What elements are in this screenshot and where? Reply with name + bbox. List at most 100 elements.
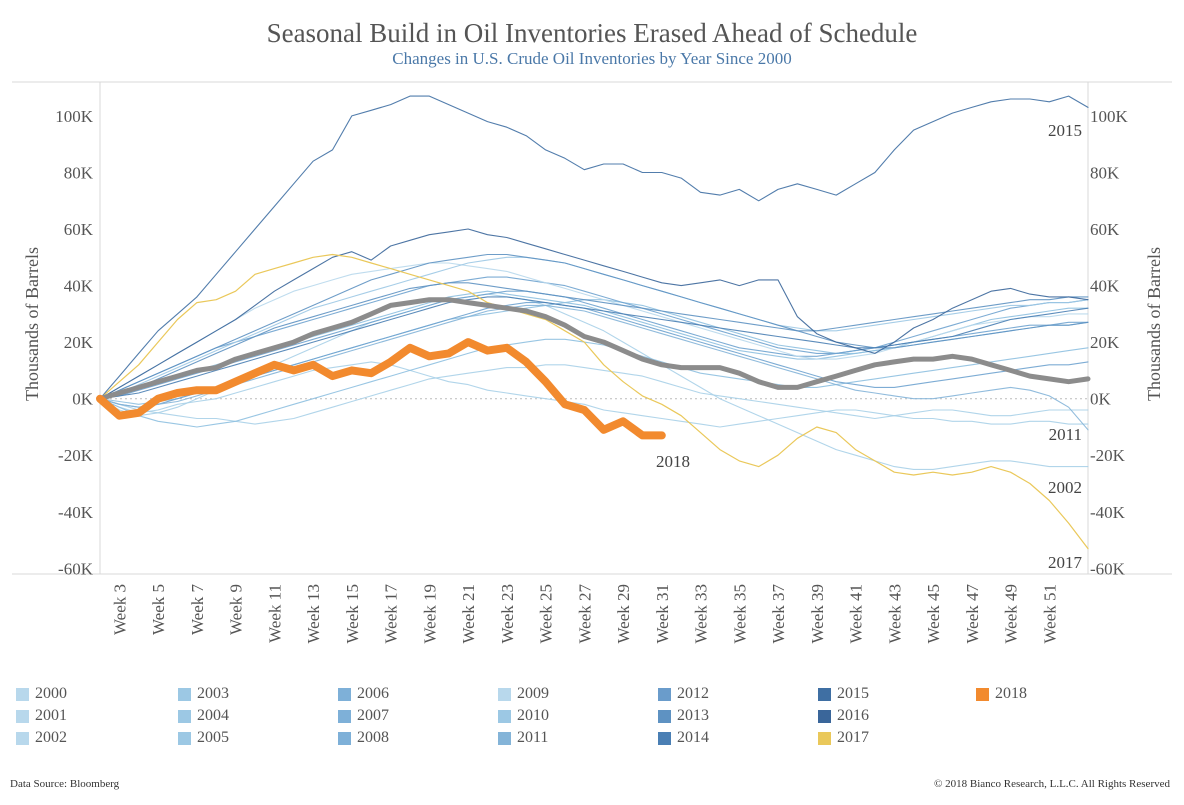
x-tick-label: Week 31 <box>653 584 672 644</box>
legend-label: 2015 <box>837 685 869 702</box>
y-tick-label-left: 80K <box>64 163 94 182</box>
y-tick-label-right: -20K <box>1090 446 1126 465</box>
legend-item-2015: 2015 <box>818 684 869 704</box>
legend-swatch <box>818 709 831 723</box>
x-tick-label: Week 29 <box>614 584 633 644</box>
series-line-2017 <box>99 253 1089 550</box>
legend-swatch <box>658 731 671 745</box>
legend-item-2003: 2003 <box>178 684 229 704</box>
series-line-2002 <box>99 293 1089 470</box>
legend-label: 2007 <box>357 707 389 724</box>
legend-swatch <box>178 709 191 723</box>
x-tick-label: Week 49 <box>1002 584 1021 644</box>
x-tick-label: Week 13 <box>304 584 323 644</box>
legend-label: 2012 <box>677 685 709 702</box>
y-tick-label-right: -60K <box>1090 559 1126 578</box>
legend-swatch <box>178 731 191 745</box>
series-end-label-2018: 2018 <box>656 452 690 471</box>
label-layer: 2002 2011 2015 2017 2018 <box>656 121 1083 572</box>
y-tick-label-right: 80K <box>1090 163 1120 182</box>
y-tick-label-left: -40K <box>58 503 94 522</box>
x-tick-label: Week 23 <box>498 584 517 644</box>
y-axis-label-right: Thousands of Barrels <box>1144 247 1164 401</box>
y-tick-label-left: 20K <box>64 333 94 352</box>
legend-item-2014: 2014 <box>658 728 709 748</box>
x-tick-label: Week 3 <box>110 584 129 635</box>
series-line-2001 <box>99 364 1089 425</box>
legend-item-2004: 2004 <box>178 706 229 726</box>
y-tick-label-right: 100K <box>1090 107 1129 126</box>
legend: 2000 2001 2002 2003 2004 2005 2006 2007 2008 2009… <box>0 684 1184 754</box>
legend-label: 2001 <box>35 707 67 724</box>
y-tick-label-left: 100K <box>55 107 94 126</box>
legend-label: 2018 <box>995 685 1027 702</box>
x-tick-label: Week 27 <box>575 584 594 644</box>
y-axis-label-left: Thousands of Barrels <box>22 247 42 401</box>
legend-swatch <box>16 687 29 701</box>
y-tick-label-left: -60K <box>58 559 94 578</box>
legend-label: 2016 <box>837 707 869 724</box>
legend-swatch <box>976 687 989 701</box>
legend-label: 2003 <box>197 685 229 702</box>
series-line-2014 <box>99 296 1089 400</box>
x-tick-label: Week 45 <box>924 584 943 644</box>
y-tick-label-right: 0K <box>1090 390 1112 409</box>
legend-item-2002: 2002 <box>16 728 67 748</box>
legend-label: 2008 <box>357 729 389 746</box>
legend-item-2018: 2018 <box>976 684 1027 704</box>
y-tick-label-left: 40K <box>64 277 94 296</box>
legend-swatch <box>658 709 671 723</box>
series-line-2005 <box>99 290 1089 400</box>
legend-label: 2013 <box>677 707 709 724</box>
legend-swatch <box>178 687 191 701</box>
series-line-2000 <box>99 361 1089 428</box>
chart-subtitle: Changes in U.S. Crude Oil Inventories by… <box>392 49 792 68</box>
legend-label: 2011 <box>517 729 549 746</box>
x-tick-label: Week 35 <box>730 584 749 644</box>
legend-label: 2006 <box>357 685 389 702</box>
legend-swatch <box>658 687 671 701</box>
legend-label: 2005 <box>197 729 229 746</box>
x-tick-label: Week 33 <box>692 584 711 644</box>
series-line-2003 <box>99 338 1089 428</box>
chart-title: Seasonal Build in Oil Inventories Erased… <box>266 18 918 48</box>
series-line-2012 <box>99 253 1089 400</box>
y-tick-label-right: 40K <box>1090 277 1120 296</box>
legend-item-2016: 2016 <box>818 706 869 726</box>
legend-label: 2000 <box>35 685 67 702</box>
legend-swatch <box>498 709 511 723</box>
legend-label: 2014 <box>677 729 709 746</box>
legend-item-2011: 2011 <box>498 728 548 748</box>
legend-label: 2017 <box>837 729 869 746</box>
x-tick-label: Week 17 <box>382 584 401 644</box>
legend-item-2008: 2008 <box>338 728 389 748</box>
x-tick-label: Week 7 <box>188 584 207 636</box>
legend-swatch <box>818 687 831 701</box>
y-tick-label-left: 0K <box>72 390 94 409</box>
series-end-label-2011: 2011 <box>1049 425 1082 444</box>
series-line-2013 <box>99 282 1089 400</box>
y-tick-label-left: -20K <box>58 446 94 465</box>
series-end-label-2017: 2017 <box>1048 553 1083 572</box>
series-line-2015 <box>99 95 1089 400</box>
legend-item-2017: 2017 <box>818 728 869 748</box>
legend-label: 2002 <box>35 729 67 746</box>
series-line-2009 <box>99 262 1089 400</box>
legend-item-2001: 2001 <box>16 706 67 726</box>
legend-swatch <box>498 731 511 745</box>
x-tick-label: Week 41 <box>847 584 866 644</box>
chart-frame <box>12 81 1172 575</box>
series-layer <box>96 95 1091 550</box>
series-line-average <box>97 297 1091 402</box>
x-tick-label: Week 43 <box>885 584 904 644</box>
series-line-2016 <box>99 228 1089 400</box>
legend-label: 2004 <box>197 707 229 724</box>
legend-item-2010: 2010 <box>498 706 549 726</box>
legend-swatch <box>498 687 511 701</box>
series-end-label-2002: 2002 <box>1048 478 1082 497</box>
legend-swatch <box>818 731 831 745</box>
data-source: Data Source: Bloomberg <box>10 778 120 790</box>
axis-layer: 100K 100K 80K 80K 60K 60K 40K 40K 20K 20K 0K 0K -20K… <box>22 107 1164 644</box>
y-tick-label-left: 60K <box>64 220 94 239</box>
series-line-2011 <box>99 304 1089 431</box>
